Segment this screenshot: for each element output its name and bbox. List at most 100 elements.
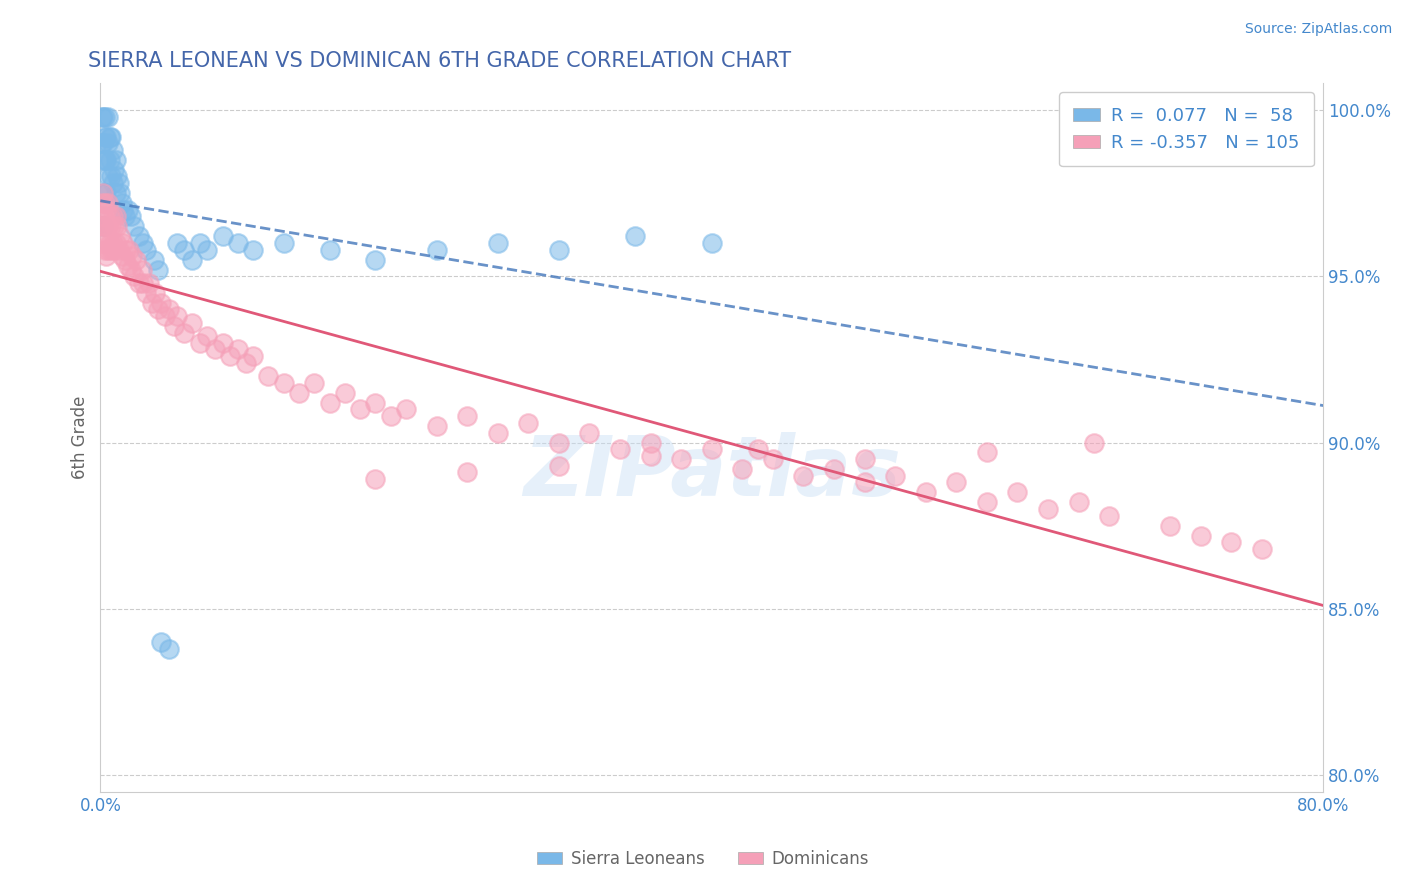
Point: [112, 202, 135, 217]
Text: Source: ZipAtlas.com: Source: ZipAtlas.com: [1244, 22, 1392, 37]
Point: [101, 235, 124, 250]
Point: [333, 385, 356, 400]
Point: [132, 276, 155, 290]
Point: [1036, 502, 1059, 516]
Point: [132, 235, 155, 250]
Point: [700, 235, 723, 250]
Point: [640, 435, 662, 450]
Point: [1098, 508, 1121, 523]
Point: [122, 219, 145, 234]
Point: [181, 316, 204, 330]
Point: [145, 285, 167, 300]
Point: [548, 435, 571, 450]
Point: [173, 326, 195, 340]
Point: [624, 229, 647, 244]
Point: [273, 376, 295, 390]
Point: [188, 235, 211, 250]
Point: [304, 376, 326, 390]
Point: [163, 319, 186, 334]
Point: [395, 402, 418, 417]
Point: [104, 153, 127, 167]
Point: [117, 259, 139, 273]
Point: [100, 243, 122, 257]
Point: [138, 276, 160, 290]
Point: [1220, 535, 1243, 549]
Point: [609, 442, 631, 457]
Point: [100, 169, 122, 184]
Point: [105, 169, 128, 184]
Point: [93, 136, 115, 151]
Point: [380, 409, 402, 423]
Point: [94, 110, 117, 124]
Point: [94, 186, 117, 200]
Point: [364, 395, 387, 409]
Point: [640, 449, 662, 463]
Point: [103, 162, 125, 177]
Point: [242, 349, 264, 363]
Point: [97, 243, 120, 257]
Point: [120, 210, 142, 224]
Point: [853, 452, 876, 467]
Point: [97, 110, 120, 124]
Point: [97, 196, 120, 211]
Point: [101, 210, 124, 224]
Point: [157, 641, 180, 656]
Point: [104, 235, 127, 250]
Point: [93, 186, 115, 200]
Point: [103, 219, 125, 234]
Point: [118, 243, 141, 257]
Point: [100, 219, 122, 234]
Point: [273, 235, 295, 250]
Point: [90, 136, 112, 151]
Legend: Sierra Leoneans, Dominicans: Sierra Leoneans, Dominicans: [530, 844, 876, 875]
Point: [976, 445, 998, 459]
Point: [122, 269, 145, 284]
Point: [93, 210, 115, 224]
Point: [105, 219, 128, 234]
Point: [456, 466, 478, 480]
Point: [364, 472, 387, 486]
Point: [976, 495, 998, 509]
Point: [364, 252, 387, 267]
Point: [257, 369, 280, 384]
Point: [114, 210, 136, 224]
Point: [349, 402, 371, 417]
Point: [90, 219, 112, 234]
Point: [1067, 495, 1090, 509]
Point: [93, 110, 115, 124]
Point: [121, 249, 143, 263]
Point: [101, 176, 124, 190]
Point: [823, 462, 845, 476]
Point: [90, 110, 112, 124]
Point: [669, 452, 692, 467]
Point: [700, 442, 723, 457]
Point: [141, 296, 163, 310]
Point: [94, 129, 117, 144]
Point: [426, 243, 449, 257]
Point: [792, 468, 814, 483]
Point: [98, 210, 121, 224]
Point: [219, 349, 242, 363]
Point: [166, 309, 188, 323]
Point: [150, 296, 173, 310]
Point: [96, 202, 118, 217]
Point: [96, 249, 118, 263]
Point: [128, 276, 150, 290]
Point: [93, 235, 115, 250]
Point: [578, 425, 600, 440]
Point: [153, 309, 176, 323]
Point: [884, 468, 907, 483]
Text: SIERRA LEONEAN VS DOMINICAN 6TH GRADE CORRELATION CHART: SIERRA LEONEAN VS DOMINICAN 6TH GRADE CO…: [89, 51, 792, 70]
Point: [181, 252, 204, 267]
Point: [115, 243, 138, 257]
Point: [107, 243, 129, 257]
Point: [517, 416, 540, 430]
Point: [1189, 528, 1212, 542]
Point: [204, 343, 226, 357]
Point: [195, 243, 218, 257]
Point: [486, 425, 509, 440]
Point: [288, 385, 311, 400]
Point: [96, 153, 118, 167]
Point: [104, 210, 127, 224]
Point: [226, 343, 249, 357]
